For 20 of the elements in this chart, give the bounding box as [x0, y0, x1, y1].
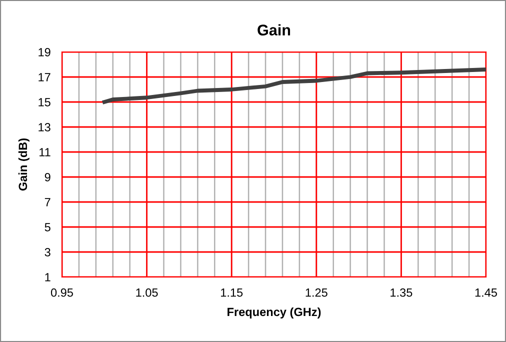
y-tick-label: 3 [44, 248, 50, 256]
y-tick-label: 1 [45, 273, 50, 282]
line-series [102, 68, 486, 104]
y-tick-label: 7 [44, 198, 50, 206]
x-tick-label: 0.95 [50, 288, 73, 297]
y-tick-label: 9 [44, 173, 50, 182]
x-tick-label: 1.45 [475, 288, 497, 297]
y-axis-title: Gain (dB) [18, 138, 30, 191]
y-tick-label: 11 [40, 148, 50, 156]
x-tick-label: 1.35 [390, 288, 412, 297]
y-tick-label: 5 [44, 223, 50, 232]
x-tick-label: 1.05 [136, 288, 158, 297]
y-tick-label: 15 [38, 98, 50, 106]
chart-title: Gain [258, 24, 290, 36]
y-tick-label: 17 [38, 73, 50, 82]
x-axis-title: Frequency (GHz) [228, 307, 321, 318]
y-tick-label: 19 [38, 48, 50, 56]
x-tick-label: 1.15 [221, 288, 243, 297]
y-tick-label: 13 [38, 123, 50, 132]
x-tick-label: 1.25 [306, 288, 328, 297]
